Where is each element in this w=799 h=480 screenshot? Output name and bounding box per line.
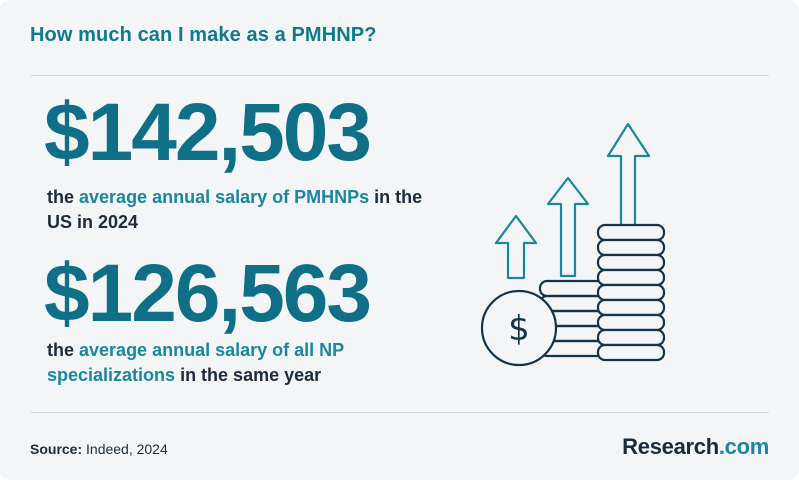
money-growth-icon: $ xyxy=(470,118,680,373)
desc-prefix: the xyxy=(47,187,80,207)
brand-name: Research xyxy=(622,434,719,459)
pmhnp-salary-value: $142,503 xyxy=(44,87,372,178)
desc-highlight: average annual salary of all NP speciali… xyxy=(47,340,344,385)
desc-suffix: in the same year xyxy=(175,365,322,385)
source-text: Indeed, 2024 xyxy=(82,441,168,457)
np-salary-value: $126,563 xyxy=(44,248,372,339)
source-label: Source: xyxy=(30,441,83,457)
brand-domain: .com xyxy=(718,434,769,459)
desc-highlight: average annual salary of PMHNPs xyxy=(79,187,370,207)
pmhnp-salary-description: the average annual salary of PMHNPs in t… xyxy=(47,185,427,235)
brand-logo: Research.com xyxy=(622,434,769,460)
dollar-sign: $ xyxy=(508,309,530,349)
np-salary-description: the average annual salary of all NP spec… xyxy=(47,338,427,388)
desc-suffix: in the US in 2024 xyxy=(47,187,423,232)
top-divider xyxy=(30,75,769,76)
bottom-divider xyxy=(30,412,769,413)
source-note: Source: Indeed, 2024 xyxy=(30,441,168,457)
page-title: How much can I make as a PMHNP? xyxy=(30,24,377,46)
desc-prefix: the xyxy=(47,340,80,360)
